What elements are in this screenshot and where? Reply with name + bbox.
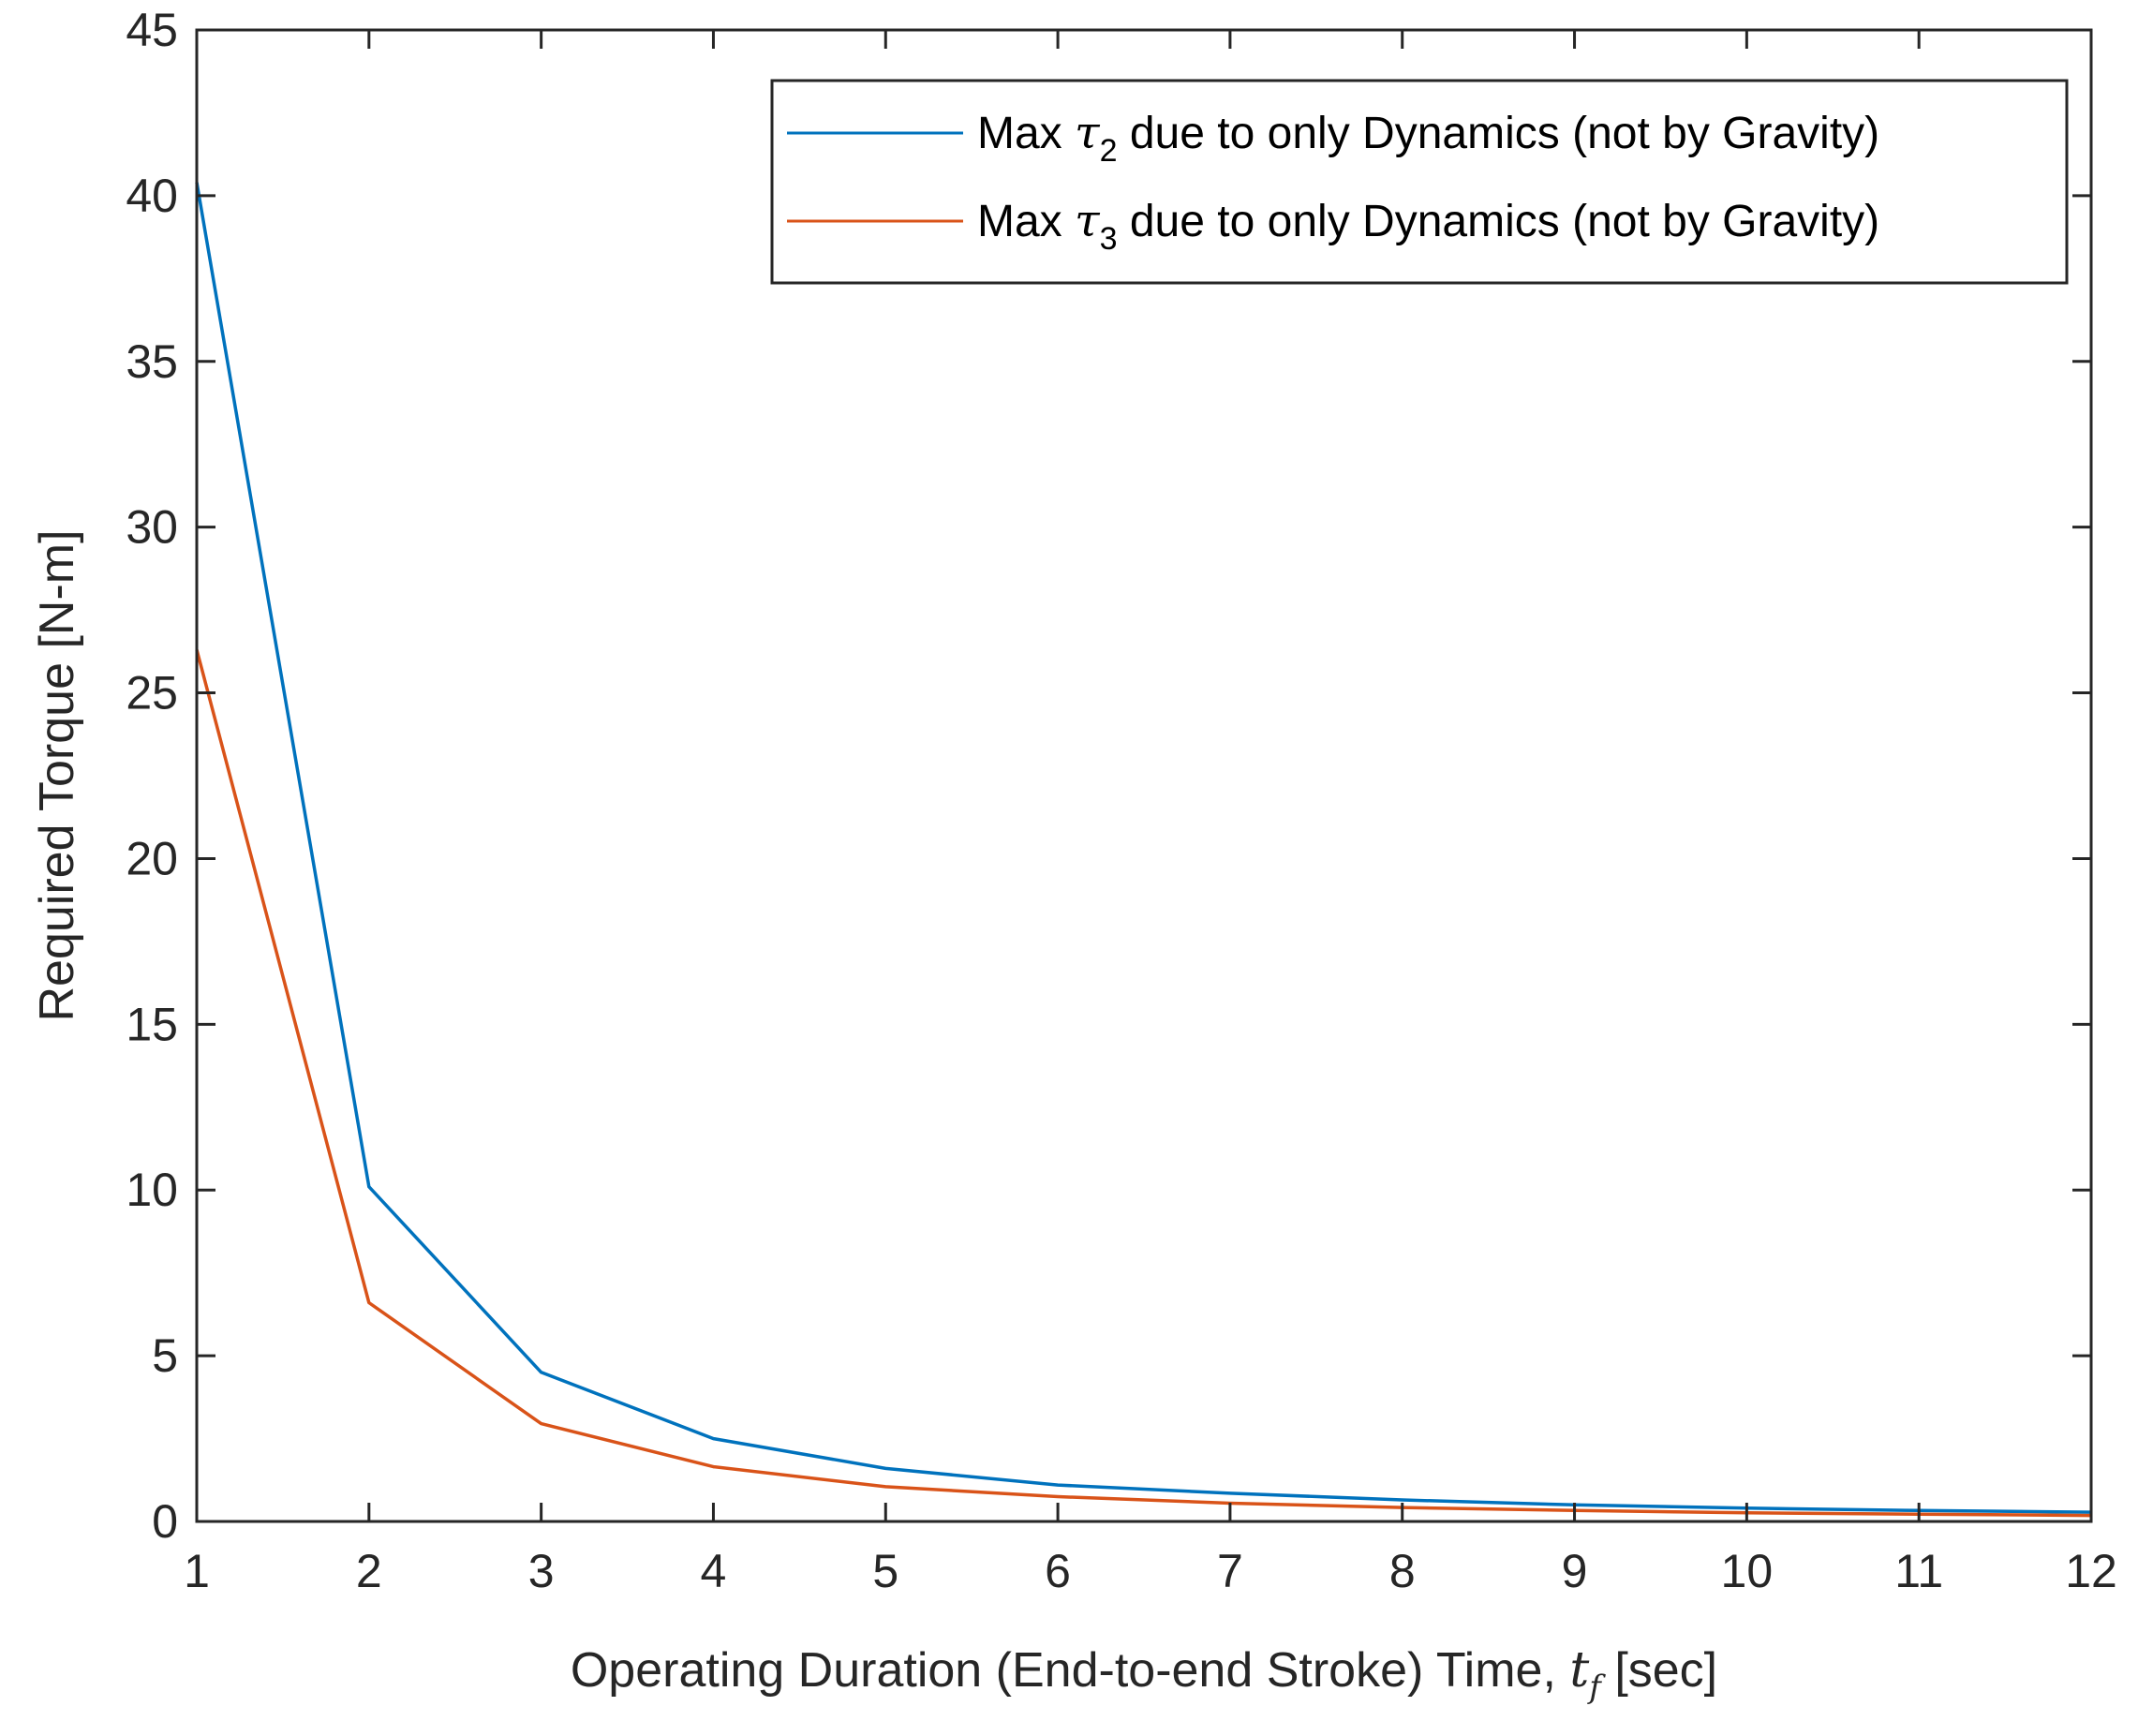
series-line-1	[195, 182, 2092, 1514]
legend: Max τ2 due to only Dynamics (not by Grav…	[770, 79, 2069, 285]
x-tick-label: 5	[872, 1545, 898, 1597]
y-tick-label: 10	[126, 1164, 178, 1216]
y-tick-label: 40	[126, 170, 178, 222]
y-tick-label: 20	[126, 832, 178, 884]
x-tick-label: 10	[1721, 1545, 1774, 1597]
y-tick-label: 45	[126, 4, 178, 56]
y-tick-label: 5	[152, 1329, 178, 1382]
legend-box	[770, 79, 2069, 285]
legend-entry-series-1: Max τ2 due to only Dynamics (not by Grav…	[977, 107, 1879, 171]
x-tick-label: 6	[1045, 1545, 1071, 1597]
x-tick-label: 1	[184, 1545, 210, 1597]
y-tick-label: 25	[126, 667, 178, 720]
legend-symbol-1: τ	[1075, 107, 1101, 159]
x-axis-label: Operating Duration (End-to-end Stroke) T…	[571, 1642, 1717, 1709]
series-line-2	[195, 649, 2092, 1518]
x-tick-label: 11	[1894, 1545, 1943, 1597]
x-tick-label: 12	[2065, 1545, 2117, 1597]
y-tick-label: 30	[126, 501, 178, 554]
y-tick-label: 15	[126, 998, 178, 1050]
legend-prefix-1: Max	[977, 109, 1062, 158]
x-tick-label: 4	[701, 1545, 727, 1597]
x-axis-label-subscript: f	[1586, 1669, 1606, 1706]
x-axis-label-symbol: t	[1569, 1642, 1589, 1699]
plot-frame	[195, 28, 2093, 1523]
legend-entry-series-2: Max τ3 due to only Dynamics (not by Grav…	[977, 195, 1879, 260]
legend-suffix-2: due to only Dynamics (not by Gravity)	[1130, 197, 1879, 246]
legend-symbol-2: τ	[1075, 195, 1101, 247]
x-tick-label: 7	[1217, 1545, 1243, 1597]
legend-suffix-1: due to only Dynamics (not by Gravity)	[1130, 109, 1879, 158]
x-tick-label: 3	[528, 1545, 555, 1597]
y-tick-label: 0	[152, 1495, 178, 1548]
x-axis-label-unit: [sec]	[1614, 1643, 1717, 1698]
y-tick-label: 35	[126, 335, 178, 388]
x-tick-label: 9	[1562, 1545, 1588, 1597]
y-axis-label: Required Torque [N-m]	[30, 529, 84, 1021]
x-axis-label-main: Operating Duration (End-to-end Stroke) T…	[571, 1643, 1556, 1698]
legend-subscript-1: 2	[1100, 133, 1118, 169]
x-tick-label: 8	[1389, 1545, 1416, 1597]
x-tick-label: 2	[356, 1545, 382, 1597]
legend-subscript-2: 3	[1100, 221, 1118, 257]
series-layer	[195, 182, 2092, 1518]
legend-prefix-2: Max	[977, 197, 1062, 246]
